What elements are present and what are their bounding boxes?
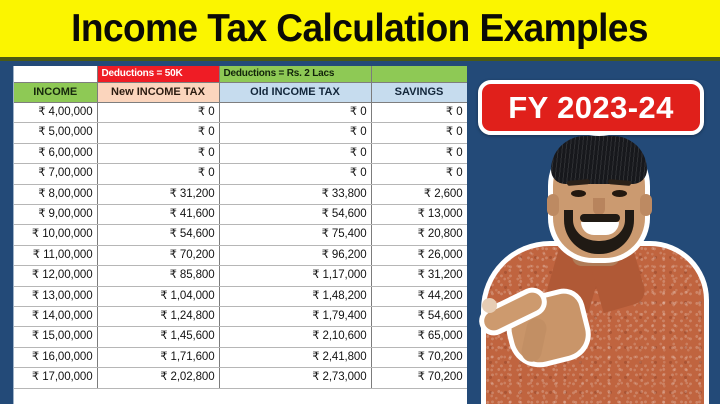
cell-old-income-tax[interactable]: ₹ 96,200 [219,245,372,267]
column-header-savings[interactable]: SAVINGS [371,82,467,103]
banner-divider [0,57,720,61]
table-row[interactable]: ₹ 5,00,000 ₹ 0 ₹ 0 ₹ 0 [14,122,467,144]
cell-income[interactable]: ₹ 8,00,000 [14,184,98,206]
cell-new-income-tax[interactable]: ₹ 1,71,600 [97,347,220,369]
page-title: Income Tax Calculation Examples [71,6,649,50]
group-header-blank [14,66,98,83]
cell-savings[interactable]: ₹ 70,200 [371,367,467,389]
cell-old-income-tax[interactable]: ₹ 2,73,000 [219,367,372,389]
cell-income[interactable]: ₹ 9,00,000 [14,204,98,226]
cell-new-income-tax[interactable]: ₹ 31,200 [97,184,220,206]
cell-old-income-tax[interactable]: ₹ 2,41,800 [219,347,372,369]
cell-new-income-tax[interactable]: ₹ 70,200 [97,245,220,267]
table-row[interactable]: ₹ 16,00,000 ₹ 1,71,600 ₹ 2,41,800 ₹ 70,200 [14,347,467,369]
cell-old-income-tax[interactable]: ₹ 2,10,600 [219,326,372,348]
cell-new-income-tax[interactable]: ₹ 0 [97,122,220,144]
cell-old-income-tax[interactable]: ₹ 1,79,400 [219,306,372,328]
cell-old-income-tax[interactable]: ₹ 0 [219,143,372,165]
cell-old-income-tax[interactable]: ₹ 0 [219,163,372,185]
cell-savings[interactable]: ₹ 0 [371,102,467,124]
cell-new-income-tax[interactable]: ₹ 0 [97,143,220,165]
table-row[interactable]: ₹ 8,00,000 ₹ 31,200 ₹ 33,800 ₹ 2,600 [14,184,467,206]
cell-savings[interactable]: ₹ 13,000 [371,204,467,226]
title-banner: Income Tax Calculation Examples [0,0,720,57]
cell-savings[interactable]: ₹ 2,600 [371,184,467,206]
cell-savings[interactable]: ₹ 31,200 [371,265,467,287]
tax-table-panel[interactable]: Deductions = 50K Deductions = Rs. 2 Lacs… [13,66,467,404]
presenter-eye-right [612,190,627,197]
table-row[interactable]: ₹ 7,00,000 ₹ 0 ₹ 0 ₹ 0 [14,163,467,185]
tax-comparison-table[interactable]: Deductions = 50K Deductions = Rs. 2 Lacs… [14,66,467,389]
table-row[interactable]: ₹ 10,00,000 ₹ 54,600 ₹ 75,400 ₹ 20,800 [14,224,467,246]
cell-new-income-tax[interactable]: ₹ 0 [97,102,220,124]
presenter-ear-left [547,194,559,216]
cell-old-income-tax[interactable]: ₹ 0 [219,102,372,124]
cell-savings[interactable]: ₹ 0 [371,143,467,165]
presenter-moustache [580,214,620,222]
table-row[interactable]: ₹ 17,00,000 ₹ 2,02,800 ₹ 2,73,000 ₹ 70,200 [14,367,467,389]
column-header-row: INCOME New INCOME TAX Old INCOME TAX SAV… [14,82,467,103]
cell-savings[interactable]: ₹ 0 [371,163,467,185]
cell-new-income-tax[interactable]: ₹ 0 [97,163,220,185]
cell-old-income-tax[interactable]: ₹ 1,17,000 [219,265,372,287]
cell-income[interactable]: ₹ 4,00,000 [14,102,98,124]
group-header-savings-blank [371,66,467,83]
table-row[interactable]: ₹ 14,00,000 ₹ 1,24,800 ₹ 1,79,400 ₹ 54,600 [14,306,467,328]
cell-old-income-tax[interactable]: ₹ 1,48,200 [219,286,372,308]
table-row[interactable]: ₹ 9,00,000 ₹ 41,600 ₹ 54,600 ₹ 13,000 [14,204,467,226]
cell-new-income-tax[interactable]: ₹ 2,02,800 [97,367,220,389]
column-header-income[interactable]: INCOME [14,82,98,103]
column-header-new-income-tax[interactable]: New INCOME TAX [97,82,220,103]
cell-savings[interactable]: ₹ 65,000 [371,326,467,348]
cell-income[interactable]: ₹ 16,00,000 [14,347,98,369]
presenter-smile [581,222,619,235]
hair-texture [551,136,647,184]
cell-income[interactable]: ₹ 6,00,000 [14,143,98,165]
cell-income[interactable]: ₹ 5,00,000 [14,122,98,144]
cell-income[interactable]: ₹ 7,00,000 [14,163,98,185]
cell-new-income-tax[interactable]: ₹ 1,04,000 [97,286,220,308]
cell-income[interactable]: ₹ 17,00,000 [14,367,98,389]
table-body: Deductions = 50K Deductions = Rs. 2 Lacs… [14,66,467,389]
cell-old-income-tax[interactable]: ₹ 33,800 [219,184,372,206]
cell-old-income-tax[interactable]: ₹ 0 [219,122,372,144]
table-row[interactable]: ₹ 12,00,000 ₹ 85,800 ₹ 1,17,000 ₹ 31,200 [14,265,467,287]
cell-old-income-tax[interactable]: ₹ 54,600 [219,204,372,226]
cell-savings[interactable]: ₹ 26,000 [371,245,467,267]
table-row[interactable]: ₹ 13,00,000 ₹ 1,04,000 ₹ 1,48,200 ₹ 44,200 [14,286,467,308]
table-row[interactable]: ₹ 11,00,000 ₹ 70,200 ₹ 96,200 ₹ 26,000 [14,245,467,267]
cell-income[interactable]: ₹ 10,00,000 [14,224,98,246]
fiscal-year-label: FY 2023-24 [508,89,674,125]
cell-old-income-tax[interactable]: ₹ 75,400 [219,224,372,246]
cell-new-income-tax[interactable]: ₹ 1,45,600 [97,326,220,348]
column-header-old-income-tax[interactable]: Old INCOME TAX [219,82,372,103]
cell-income[interactable]: ₹ 13,00,000 [14,286,98,308]
table-row[interactable]: ₹ 15,00,000 ₹ 1,45,600 ₹ 2,10,600 ₹ 65,000 [14,326,467,348]
presenter-cutout [468,132,720,404]
cell-new-income-tax[interactable]: ₹ 1,24,800 [97,306,220,328]
cell-savings[interactable]: ₹ 20,800 [371,224,467,246]
cell-savings[interactable]: ₹ 0 [371,122,467,144]
cell-new-income-tax[interactable]: ₹ 85,800 [97,265,220,287]
cell-savings[interactable]: ₹ 70,200 [371,347,467,369]
presenter-ear-right [640,194,652,216]
fiscal-year-badge: FY 2023-24 [478,80,704,135]
cell-new-income-tax[interactable]: ₹ 54,600 [97,224,220,246]
cell-savings[interactable]: ₹ 44,200 [371,286,467,308]
cell-income[interactable]: ₹ 15,00,000 [14,326,98,348]
cell-new-income-tax[interactable]: ₹ 41,600 [97,204,220,226]
cell-savings[interactable]: ₹ 54,600 [371,306,467,328]
table-row[interactable]: ₹ 6,00,000 ₹ 0 ₹ 0 ₹ 0 [14,143,467,165]
group-header-row: Deductions = 50K Deductions = Rs. 2 Lacs [14,66,467,83]
table-row[interactable]: ₹ 4,00,000 ₹ 0 ₹ 0 ₹ 0 [14,102,467,124]
presenter-hair [551,136,647,184]
group-header-old-deductions: Deductions = Rs. 2 Lacs [219,66,372,83]
cell-income[interactable]: ₹ 12,00,000 [14,265,98,287]
cell-income[interactable]: ₹ 11,00,000 [14,245,98,267]
presenter-eye-left [571,190,586,197]
cell-income[interactable]: ₹ 14,00,000 [14,306,98,328]
group-header-new-deductions: Deductions = 50K [97,66,220,83]
